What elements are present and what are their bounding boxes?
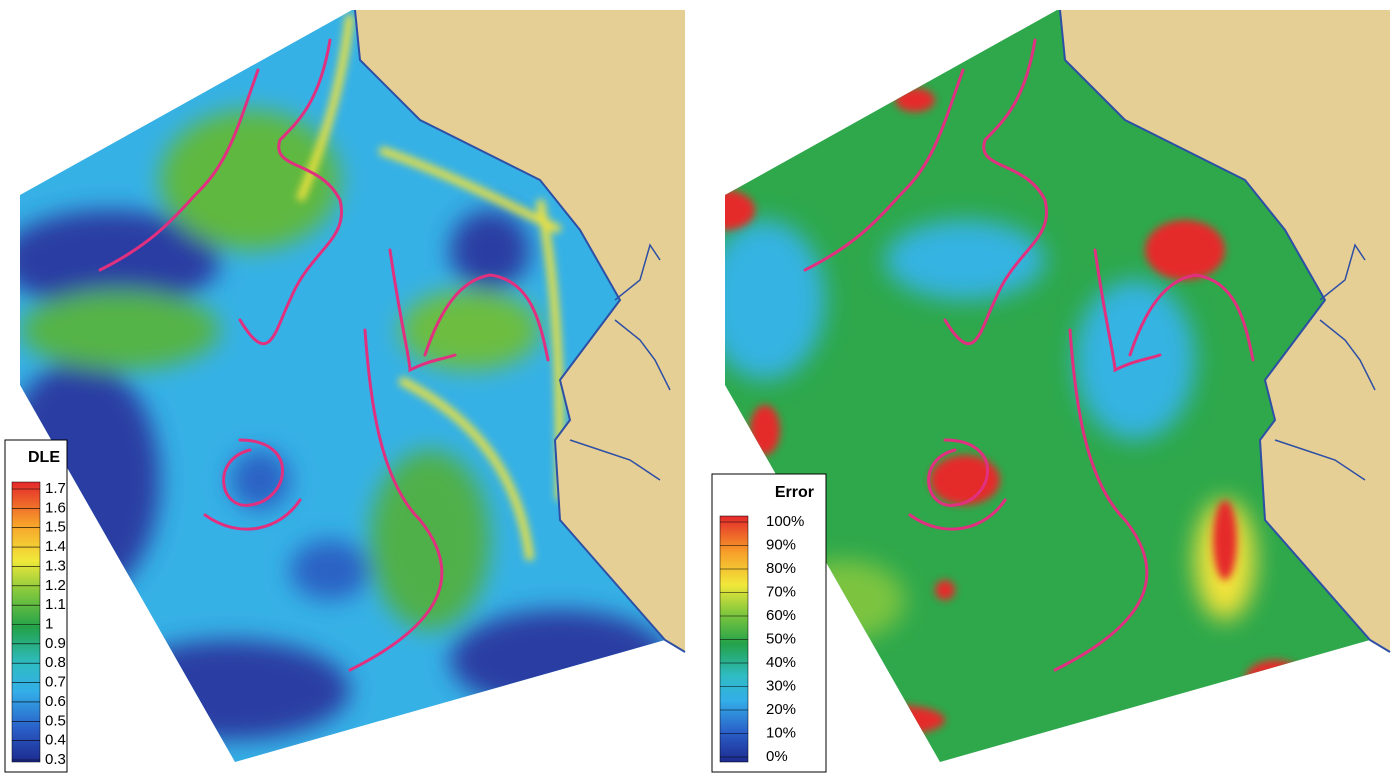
legend-label: 0.7 <box>45 674 66 691</box>
legend-label: 0.3 <box>45 751 66 768</box>
legend-label: 0.9 <box>45 635 66 652</box>
legend-label: 60% <box>766 607 796 624</box>
legend-label: 0.6 <box>45 693 66 710</box>
legend-label: 1.4 <box>45 538 66 555</box>
legend-label: 1.5 <box>45 519 66 536</box>
legend-label: 90% <box>766 536 796 553</box>
dle-field <box>20 9 686 762</box>
legend-title: DLE <box>28 449 60 466</box>
dle-legend: DLE 1.7 1.6 1.5 1.4 1.3 1.2 1.1 1 0.9 0.8 0.7 0.6 0.… <box>4 439 68 773</box>
legend-label: 0% <box>766 748 788 765</box>
error-legend: Error 100% 90% 80% 70% 60% 50% 40% 30% 20% 10% 0% <box>711 473 827 773</box>
legend-label: 0.8 <box>45 654 66 671</box>
legend-label: 40% <box>766 654 796 671</box>
legend-label: 0.5 <box>45 712 66 729</box>
legend-label: 1.2 <box>45 577 66 594</box>
legend-label: 70% <box>766 583 796 600</box>
legend-label: 30% <box>766 677 796 694</box>
legend-label: 10% <box>766 724 796 741</box>
legend-label: 1 <box>45 615 53 632</box>
legend-label: 1.6 <box>45 499 66 516</box>
legend-label: 0.4 <box>45 732 66 749</box>
legend-label: 1.1 <box>45 596 66 613</box>
legend-label: 80% <box>766 560 796 577</box>
legend-label: 100% <box>766 513 804 530</box>
legend-label: 1.7 <box>45 480 66 497</box>
legend-label: 1.3 <box>45 557 66 574</box>
legend-label: 50% <box>766 630 796 647</box>
legend-label: 20% <box>766 701 796 718</box>
legend-title: Error <box>775 484 814 501</box>
